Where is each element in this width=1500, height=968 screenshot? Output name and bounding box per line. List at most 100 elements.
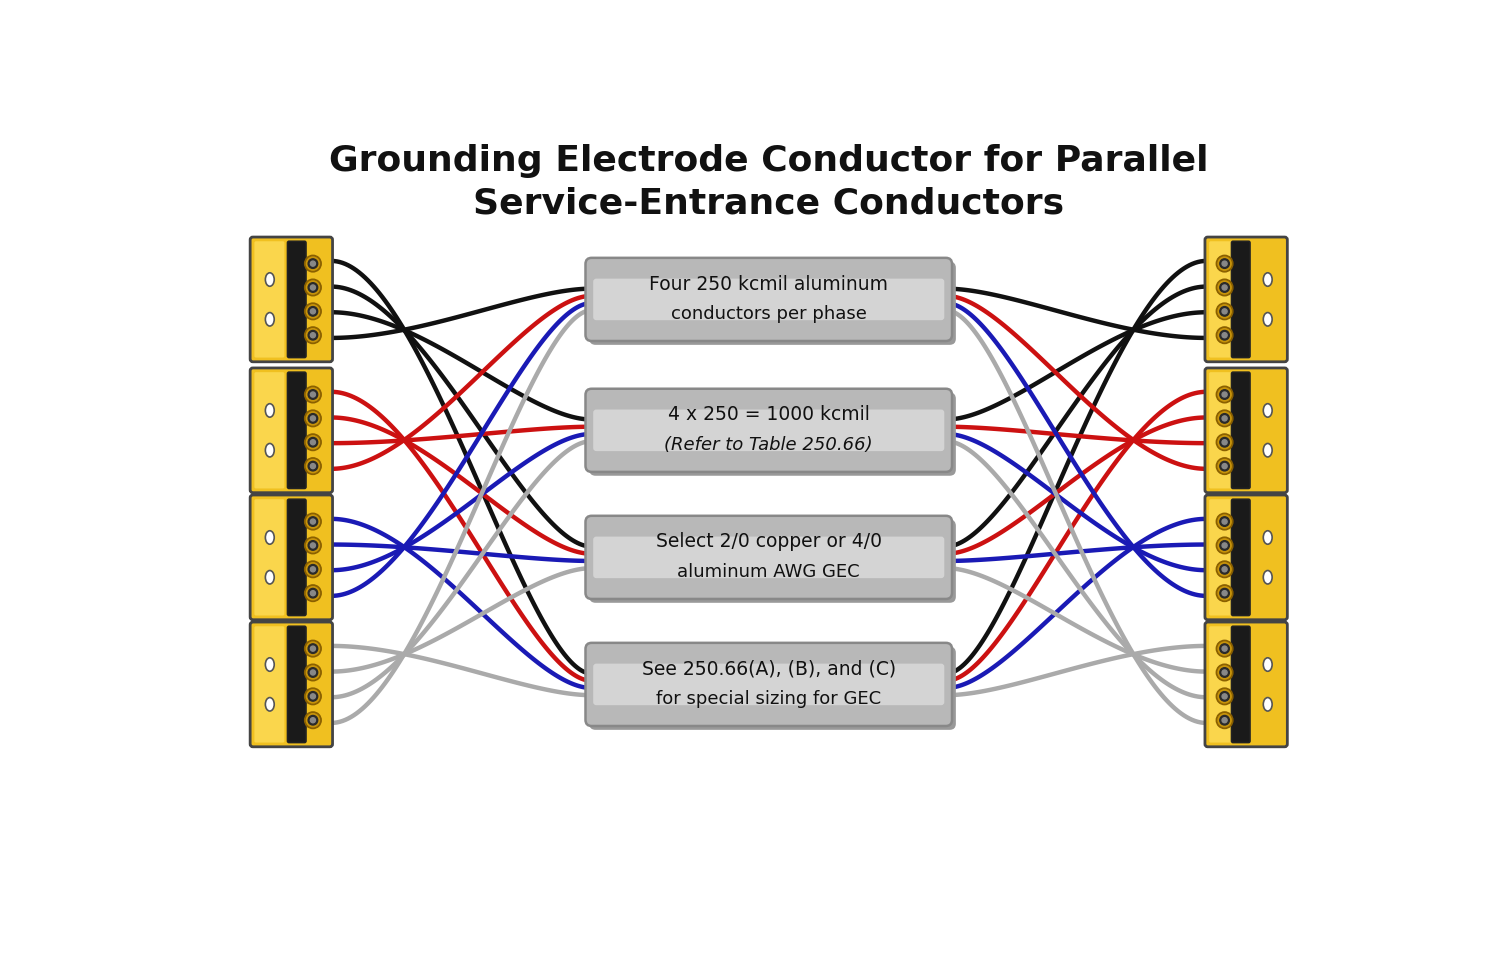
FancyBboxPatch shape [1209,626,1239,742]
Circle shape [1222,590,1227,595]
Circle shape [1220,462,1230,470]
Circle shape [308,589,318,598]
Circle shape [1220,589,1230,598]
Circle shape [1222,464,1227,469]
Circle shape [1218,305,1231,318]
FancyBboxPatch shape [1204,622,1287,746]
FancyBboxPatch shape [1209,241,1239,357]
Circle shape [1216,458,1233,474]
Circle shape [1220,644,1230,653]
Circle shape [1216,303,1233,319]
FancyBboxPatch shape [255,372,285,489]
Ellipse shape [266,570,274,584]
Circle shape [310,333,315,338]
Circle shape [1220,258,1230,268]
Ellipse shape [1263,530,1272,544]
Circle shape [304,303,321,319]
Circle shape [306,713,320,727]
Circle shape [310,543,315,548]
Circle shape [1218,281,1231,294]
FancyBboxPatch shape [255,626,285,742]
FancyBboxPatch shape [592,664,945,706]
Circle shape [310,646,315,651]
Circle shape [1218,436,1231,449]
FancyBboxPatch shape [288,241,306,357]
Circle shape [1218,587,1231,600]
Circle shape [1222,646,1227,651]
Ellipse shape [1263,570,1272,584]
Circle shape [1216,327,1233,344]
Circle shape [1222,285,1227,290]
FancyBboxPatch shape [1209,499,1239,616]
FancyBboxPatch shape [288,626,306,742]
Circle shape [1218,257,1231,270]
Circle shape [304,434,321,450]
Circle shape [304,279,321,296]
Circle shape [1216,664,1233,681]
Circle shape [310,416,315,421]
Circle shape [1222,543,1227,548]
Circle shape [306,587,320,600]
Circle shape [310,694,315,699]
Circle shape [1220,438,1230,447]
Circle shape [308,438,318,447]
Circle shape [1218,690,1231,703]
Circle shape [308,564,318,574]
Ellipse shape [1263,273,1272,287]
Text: Select 2/0 copper or 4/0: Select 2/0 copper or 4/0 [656,532,882,552]
Circle shape [1218,460,1231,472]
Circle shape [308,541,318,550]
Circle shape [1220,715,1230,725]
Circle shape [304,256,321,272]
Circle shape [1218,411,1231,425]
Circle shape [304,688,321,705]
Circle shape [1218,713,1231,727]
Ellipse shape [266,530,274,544]
Ellipse shape [266,273,274,287]
Circle shape [1222,694,1227,699]
Circle shape [310,285,315,290]
FancyBboxPatch shape [251,495,333,620]
Circle shape [308,307,318,317]
Ellipse shape [266,698,274,711]
FancyBboxPatch shape [592,536,945,578]
Circle shape [1216,561,1233,578]
Text: Grounding Electrode Conductor for Parallel: Grounding Electrode Conductor for Parall… [328,144,1209,178]
Circle shape [304,640,321,657]
Circle shape [304,585,321,601]
Circle shape [306,257,320,270]
FancyBboxPatch shape [255,241,285,357]
FancyBboxPatch shape [590,520,956,603]
Circle shape [1220,307,1230,317]
FancyBboxPatch shape [251,368,333,493]
Ellipse shape [266,313,274,326]
Circle shape [306,329,320,342]
Circle shape [306,411,320,425]
Circle shape [1218,329,1231,342]
Circle shape [308,715,318,725]
Circle shape [1220,564,1230,574]
FancyBboxPatch shape [1232,626,1250,742]
Circle shape [308,517,318,527]
Ellipse shape [1263,698,1272,711]
Circle shape [1218,666,1231,679]
FancyBboxPatch shape [288,499,306,616]
Circle shape [1216,688,1233,705]
Circle shape [1222,333,1227,338]
Ellipse shape [266,658,274,671]
Circle shape [1220,413,1230,423]
Circle shape [1222,309,1227,314]
Circle shape [1216,537,1233,554]
Text: Four 250 kcmil aluminum: Four 250 kcmil aluminum [650,275,888,293]
Circle shape [1220,390,1230,399]
Circle shape [308,330,318,340]
Circle shape [310,670,315,675]
Circle shape [308,668,318,678]
Circle shape [306,666,320,679]
Circle shape [306,690,320,703]
FancyBboxPatch shape [1232,499,1250,616]
Circle shape [1222,566,1227,572]
Ellipse shape [1263,443,1272,457]
Circle shape [1220,330,1230,340]
Circle shape [1216,640,1233,657]
